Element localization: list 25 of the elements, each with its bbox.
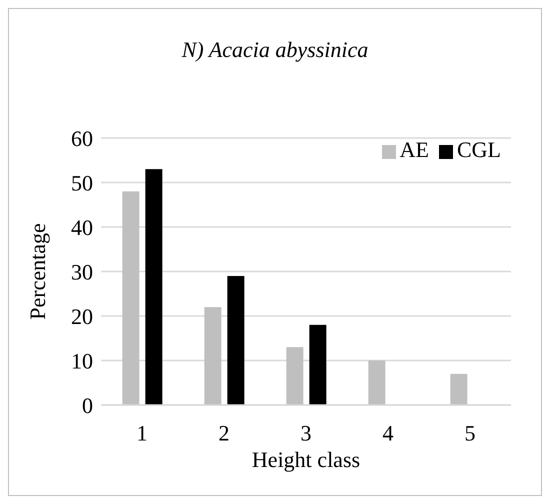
y-tick-label: 50 (71, 170, 93, 196)
bar (145, 169, 162, 405)
bar (204, 307, 222, 405)
x-tick-label: 4 (382, 420, 394, 446)
y-tick-label: 30 (71, 259, 93, 284)
bar (227, 276, 244, 405)
bar (450, 374, 468, 405)
x-tick-label: 1 (136, 420, 148, 446)
x-axis-title: Height class (252, 447, 360, 472)
chart-title: N) Acacia abyssinica (180, 37, 370, 63)
x-tick-label: 5 (464, 420, 476, 446)
x-tick-label: 3 (300, 420, 312, 446)
x-tick-label: 2 (218, 420, 230, 446)
y-tick-label: 60 (71, 126, 93, 151)
y-tick-label: 20 (71, 304, 93, 329)
bar (286, 347, 304, 405)
y-tick-label: 0 (82, 392, 93, 418)
y-tick-label: 10 (71, 348, 93, 374)
y-axis-title: Percentage (24, 223, 50, 320)
bar (368, 360, 386, 405)
legend-label: CGL (457, 137, 501, 162)
y-tick-label: 40 (71, 214, 93, 240)
legend-label: AE (400, 137, 429, 162)
bar (122, 191, 140, 405)
bar (309, 324, 326, 405)
